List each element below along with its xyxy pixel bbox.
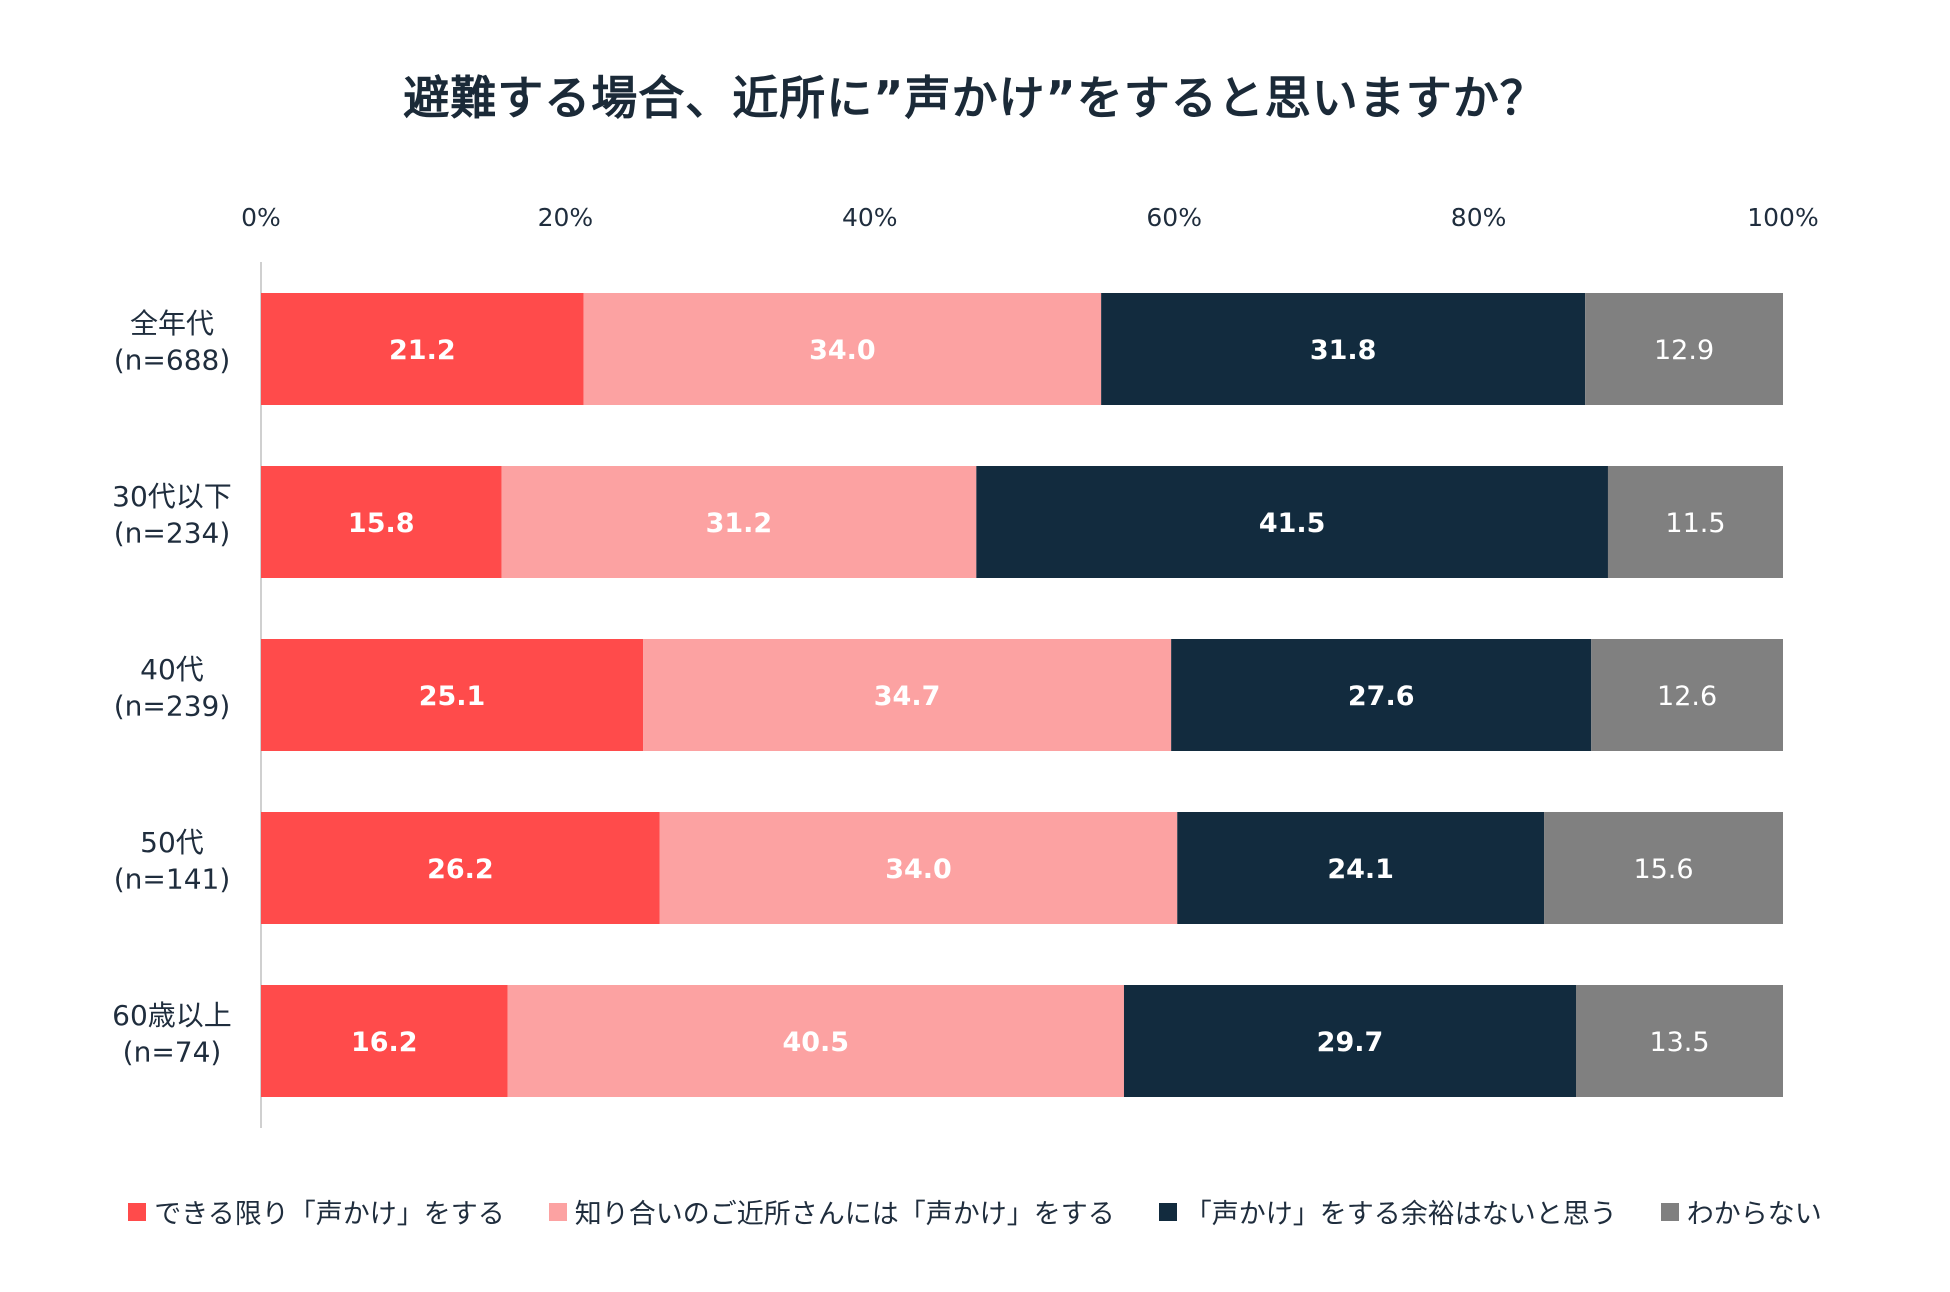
bar-segment — [1576, 985, 1783, 1097]
legend-item: わからない — [1660, 1192, 1822, 1231]
legend-swatch — [128, 1202, 147, 1221]
data-label: 29.7 — [1317, 1027, 1384, 1058]
x-axis-ticks: 0% 20% 40% 60% 80% 100% — [241, 203, 1819, 232]
x-tick-label: 100% — [1747, 203, 1818, 232]
legend-item: 知り合いのご近所さんには「声かけ」をする — [548, 1192, 1115, 1231]
bar-segment — [643, 639, 1172, 751]
legend-swatch — [1158, 1202, 1177, 1221]
bar-segment — [261, 812, 660, 924]
data-label: 31.2 — [706, 508, 773, 539]
data-label: 34.0 — [885, 854, 952, 885]
category-label: 30代以下(n=234) — [112, 480, 232, 549]
legend-swatch — [1660, 1202, 1679, 1221]
data-label: 27.6 — [1348, 681, 1415, 712]
bar-segment — [1591, 639, 1783, 751]
bar-segment — [507, 985, 1124, 1097]
category-label: 全年代(n=688) — [114, 307, 231, 376]
bar-segment — [261, 293, 584, 405]
legend-item: できる限り「声かけ」をする — [128, 1192, 505, 1231]
x-tick-label: 40% — [842, 203, 898, 232]
data-label: 40.5 — [782, 1027, 849, 1058]
data-label: 15.6 — [1633, 854, 1693, 885]
bar-segment — [501, 466, 977, 578]
category-label: 60歳以上(n=74) — [112, 999, 232, 1068]
legend-label: わからない — [1686, 1199, 1822, 1230]
data-label: 12.6 — [1657, 681, 1717, 712]
legend: できる限り「声かけ」をする 知り合いのご近所さんには「声かけ」をする 「声かけ」をす… — [0, 1192, 1950, 1231]
bar-segment — [261, 466, 502, 578]
legend-label: できる限り「声かけ」をする — [154, 1199, 505, 1230]
data-label: 16.2 — [351, 1027, 418, 1058]
x-tick-label: 20% — [538, 203, 594, 232]
legend-item: 「声かけ」をする余裕はないと思う — [1158, 1192, 1617, 1231]
data-label: 25.1 — [419, 681, 486, 712]
bar-segment — [261, 985, 508, 1097]
data-label: 41.5 — [1259, 508, 1326, 539]
chart-title: 避難する場合、近所に”声かけ”をすると思いますか？ — [403, 71, 1547, 125]
x-tick-label: 0% — [241, 203, 281, 232]
x-tick-label: 80% — [1451, 203, 1507, 232]
bar-segment — [261, 639, 644, 751]
data-label: 21.2 — [389, 335, 456, 366]
legend-swatch — [548, 1202, 567, 1221]
bar-segment — [583, 293, 1102, 405]
data-label: 34.7 — [874, 681, 941, 712]
data-label: 13.5 — [1649, 1027, 1709, 1058]
data-label: 24.1 — [1327, 854, 1394, 885]
data-label: 15.8 — [348, 508, 415, 539]
data-label: 34.0 — [809, 335, 876, 366]
category-labels: 全年代(n=688) 30代以下(n=234) 40代(n=239) 50代(n=14… — [112, 307, 232, 1068]
data-label: 12.9 — [1654, 335, 1714, 366]
bar-segment — [1607, 466, 1783, 578]
bar-segment — [659, 812, 1178, 924]
data-label: 26.2 — [427, 854, 494, 885]
bar-segment — [976, 466, 1608, 578]
x-tick-label: 60% — [1146, 203, 1202, 232]
bars: 21.2 34.0 31.8 12.9 15.8 31.2 41.5 11.5 25.1 34.7… — [261, 293, 1783, 1097]
bar-segment — [1544, 812, 1783, 924]
legend-label: 知り合いのご近所さんには「声かけ」をする — [574, 1199, 1115, 1230]
data-label: 31.8 — [1310, 335, 1377, 366]
legend-label: 「声かけ」をする余裕はないと思う — [1184, 1199, 1617, 1230]
bar-segment — [1177, 812, 1545, 924]
bar-segment — [1171, 639, 1592, 751]
bar-segment — [1585, 293, 1783, 405]
category-label: 40代(n=239) — [114, 653, 231, 722]
bar-segment — [1101, 293, 1586, 405]
category-label: 50代(n=141) — [114, 826, 231, 895]
bar-segment — [1123, 985, 1577, 1097]
data-label: 11.5 — [1665, 508, 1725, 539]
